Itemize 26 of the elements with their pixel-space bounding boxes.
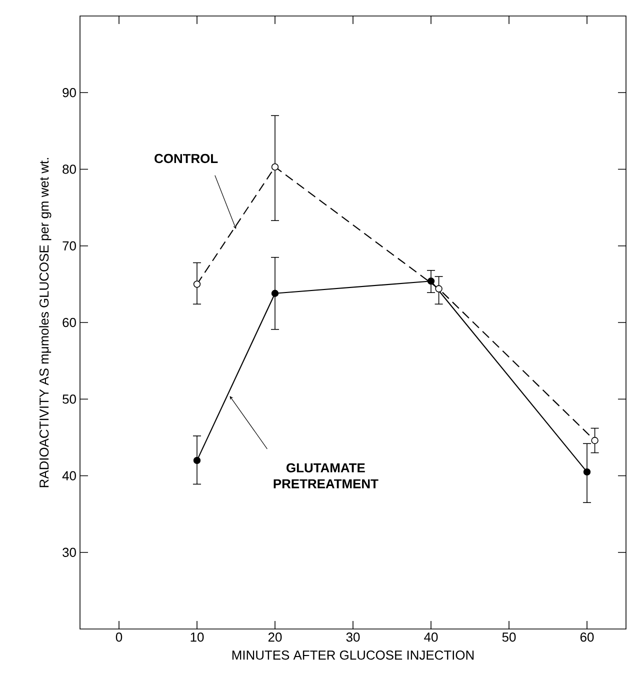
x-tick-label: 40	[424, 632, 438, 642]
y-tick-label: 80	[62, 164, 76, 174]
point	[271, 163, 279, 171]
y-tick-label: 60	[62, 318, 76, 328]
point	[427, 278, 435, 285]
x-tick-label: 20	[268, 632, 282, 642]
x-tick-label: 0	[116, 632, 122, 642]
point	[435, 285, 442, 292]
point	[193, 456, 201, 464]
x-axis-title: MINUTES AFTER GLUCOSE INJECTION	[232, 650, 474, 660]
x-tick-label: 50	[502, 632, 516, 642]
annotation: CONTROL	[154, 154, 218, 164]
y-tick-label: 50	[62, 394, 76, 404]
y-tick-label: 40	[62, 471, 76, 480]
point	[583, 468, 591, 476]
y-axis-title: RADIOACTIVITY AS mμmoles GLUCOSE per gm wet wt.	[39, 158, 52, 488]
y-tick-label: 70	[62, 241, 76, 250]
y-tick-label: 90	[62, 88, 76, 98]
point	[193, 280, 201, 288]
point	[591, 436, 598, 444]
point	[271, 290, 279, 297]
x-tick-label: 10	[190, 632, 204, 642]
annotation: GLUTAMATE PRETREATMENT	[274, 463, 378, 488]
x-tick-label: 30	[346, 632, 360, 642]
x-tick-label: 60	[580, 632, 594, 642]
y-tick-label: 30	[62, 548, 76, 557]
